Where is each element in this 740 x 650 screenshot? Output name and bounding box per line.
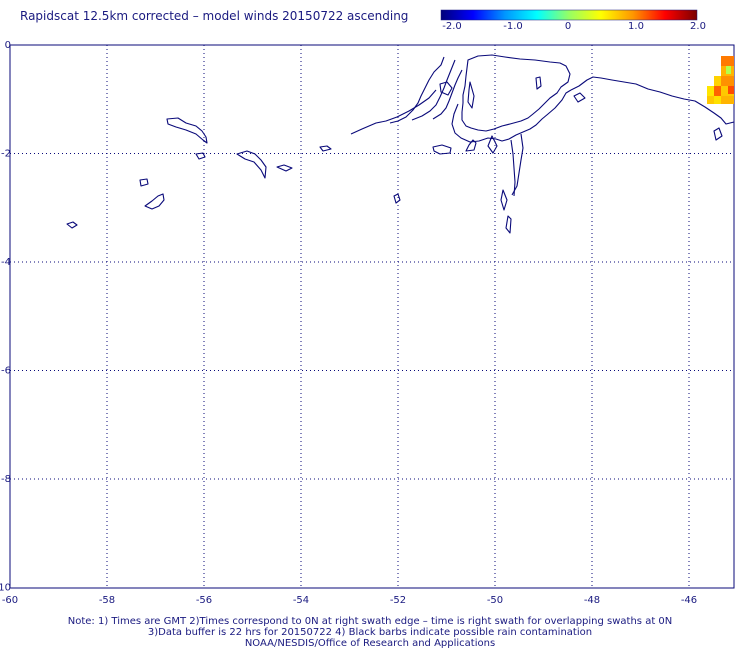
island [535,76,542,90]
note-line-1: Note: 1) Times are GMT 2)Times correspon… [67,616,673,627]
coastline-segment [451,89,572,143]
x-tick-labels: -60 -58 -56 -54 -52 -50 -48 -46 [2,595,697,606]
island [467,81,475,109]
marajo-island [461,54,571,132]
island [439,81,453,96]
swath-cell [714,76,721,86]
map-frame [9,44,735,589]
island [432,144,452,155]
colorbar-tick-label: 2.0 [690,21,706,32]
swath-cell [721,56,734,66]
river-channel [389,56,445,124]
swath-cell [714,86,721,96]
coastline-segment [350,89,437,135]
colorbar-tick-label: -2.0 [442,21,462,32]
island [500,189,508,211]
river-island [144,193,165,210]
y-tick-label: -2 [1,149,11,160]
colorbar-tick-label: 1.0 [628,21,644,32]
colorbar-strip [440,9,698,21]
river [511,133,524,196]
y-tick-label: -4 [1,257,11,268]
swath-cell [714,96,721,104]
y-tick-label: -8 [1,474,11,485]
x-tick-label: -52 [390,595,406,606]
river-island [139,178,149,187]
wind-difference-swath [707,56,734,104]
swath-cell [707,86,714,96]
x-tick-label: -54 [293,595,309,606]
river-island [195,152,206,160]
map-title: Rapidscat 12.5km corrected – model winds… [20,9,409,23]
river-island [66,221,78,229]
note-line-3: NOAA/NESDIS/Office of Research and Appli… [244,638,496,649]
y-tick-label: -10 [0,583,11,594]
river-channel [411,59,456,121]
swath-cell [726,66,731,74]
swath-cell [721,86,734,96]
river-channel [432,69,463,120]
x-tick-label: -56 [196,595,212,606]
note-line-2: 3)Data buffer is 22 hrs for 20150722 4) … [147,627,593,638]
river [510,139,516,197]
colorbar-tick-label: -1.0 [503,21,523,32]
swath-cell [728,86,734,94]
island [465,139,477,152]
amapa-coast [570,76,735,125]
river-island [236,150,267,179]
x-tick-label: -50 [487,595,503,606]
x-tick-label: -46 [681,595,697,606]
river-island [166,117,208,144]
x-tick-label: -48 [584,595,600,606]
river-island [276,164,293,172]
island [573,92,586,103]
y-tick-label: 0 [5,40,11,51]
x-tick-label: -58 [99,595,115,606]
y-tick-labels: 0 -2 -4 -6 -8 -10 [0,40,11,594]
swath-cell [721,96,734,104]
river-island [393,193,401,204]
colorbar-tick-label: 0 [564,21,572,32]
river-island [319,145,332,152]
island [487,135,498,154]
swath-cell [721,76,734,86]
swath-cell [707,96,714,104]
island [713,127,723,141]
coastline [66,54,735,234]
island [505,215,512,234]
x-tick-label: -60 [2,595,18,606]
y-tick-label: -6 [1,366,11,377]
graticule [10,45,734,588]
